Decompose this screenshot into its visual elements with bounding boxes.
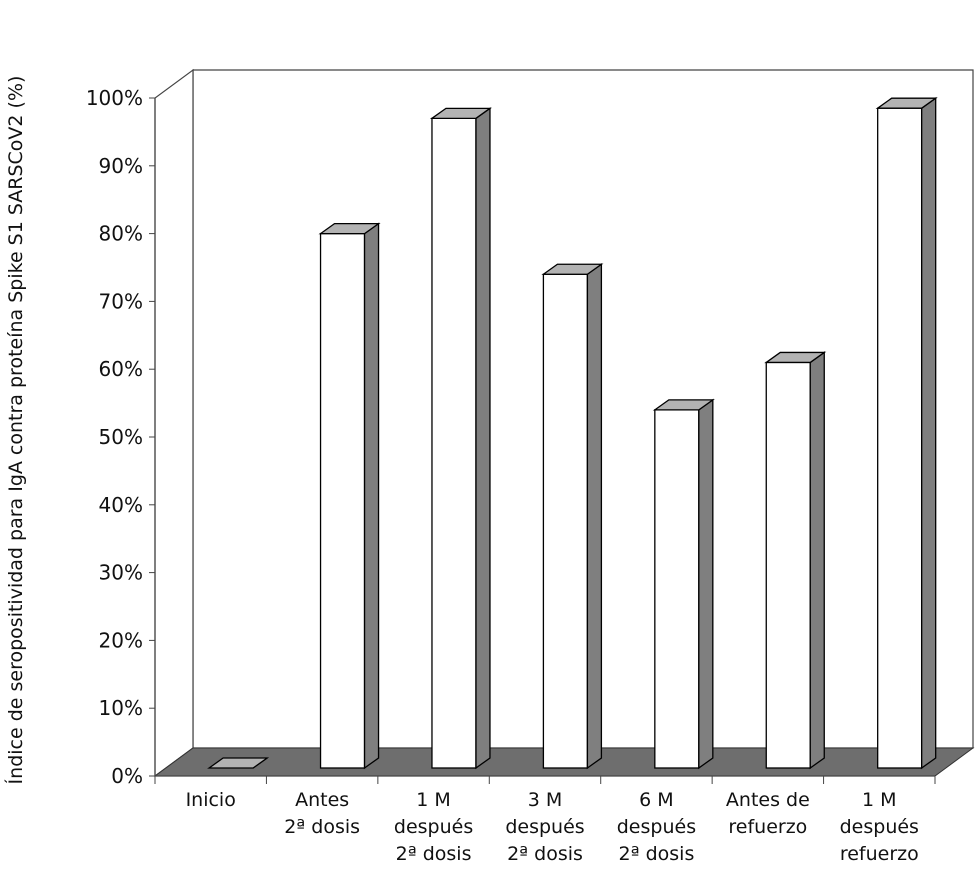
bar-group xyxy=(541,263,604,770)
x-tick-label-line: Antes xyxy=(295,789,349,811)
x-tick-label-line: 6 M xyxy=(639,789,674,811)
x-tick-label-line: 2ª dosis xyxy=(284,816,360,838)
bar xyxy=(877,107,923,769)
x-tick-label-line: 1 M xyxy=(862,789,897,811)
y-tick-label: 30% xyxy=(99,561,143,585)
x-tick-label-line: después xyxy=(394,816,473,838)
x-tick-label: Antes 2ª dosis xyxy=(284,789,360,838)
x-tick-label-line: 2ª dosis xyxy=(396,843,472,865)
y-tick-label: 100% xyxy=(86,86,143,110)
bar-top xyxy=(652,399,715,411)
x-tick-label-line: después xyxy=(617,816,696,838)
x-tick-label-line: 1 M xyxy=(416,789,451,811)
x-tick-label-line: 3 M xyxy=(528,789,563,811)
x-tick-label-line: 2ª dosis xyxy=(619,843,695,865)
bar xyxy=(654,409,700,769)
bar-side xyxy=(809,351,825,770)
x-tick-label-line: refuerzo xyxy=(840,843,919,865)
x-tick-label: 6 M después 2ª dosis xyxy=(617,789,696,865)
x-tick-label: Inicio xyxy=(186,789,236,811)
x-tick-label-line: después xyxy=(840,816,919,838)
bar-series xyxy=(207,96,938,770)
y-tick-label: 20% xyxy=(99,628,143,652)
y-tick-label: 40% xyxy=(99,493,143,517)
y-tick-label: 80% xyxy=(99,222,143,246)
bar-top xyxy=(764,351,827,364)
x-tick-label-line: Antes de xyxy=(726,789,810,811)
x-tick-label-line: Inicio xyxy=(186,789,236,811)
y-tick-label: 60% xyxy=(99,357,143,381)
bar-side xyxy=(921,96,937,770)
bar-group xyxy=(764,351,827,770)
bar-top xyxy=(429,107,492,119)
y-tick-label: 90% xyxy=(99,154,143,178)
bar xyxy=(319,232,366,769)
x-tick-label: 3 M después 2ª dosis xyxy=(505,789,584,865)
bar-group xyxy=(207,757,270,769)
y-axis: 0% 10% 20% 30% 40% 50% 60% 70% 80% 90% 100% xyxy=(86,86,156,788)
y-axis-label: Índice de seropositividad para IgA contr… xyxy=(4,76,27,785)
x-tick-label-line: 2ª dosis xyxy=(507,843,583,865)
y-tick-label: 0% xyxy=(111,764,143,788)
bar-side xyxy=(698,398,714,770)
y-tick-label: 10% xyxy=(99,696,143,720)
bar-side xyxy=(586,263,603,770)
side-wall xyxy=(154,68,194,778)
bar-group xyxy=(875,96,938,770)
x-tick-label-line: después xyxy=(505,816,584,838)
x-tick-label: 1 M después refuerzo xyxy=(840,789,919,865)
bar-group xyxy=(652,398,715,770)
bar-group xyxy=(318,222,381,770)
bar-side xyxy=(475,107,491,770)
y-tick-label: 70% xyxy=(99,289,143,313)
x-tick-label: 1 M después 2ª dosis xyxy=(394,789,473,865)
bar-top xyxy=(541,263,604,275)
bar-top xyxy=(875,97,938,109)
bar-group xyxy=(429,107,492,770)
bar-side xyxy=(363,222,380,770)
y-tick-label: 50% xyxy=(99,425,143,449)
bar xyxy=(765,361,811,769)
bar-top xyxy=(318,222,381,235)
x-tick-label: Antes de refuerzo xyxy=(726,789,810,838)
x-tick-label-line: refuerzo xyxy=(728,816,807,838)
bar-top xyxy=(207,757,270,769)
bar xyxy=(542,273,589,769)
bar xyxy=(431,117,477,769)
